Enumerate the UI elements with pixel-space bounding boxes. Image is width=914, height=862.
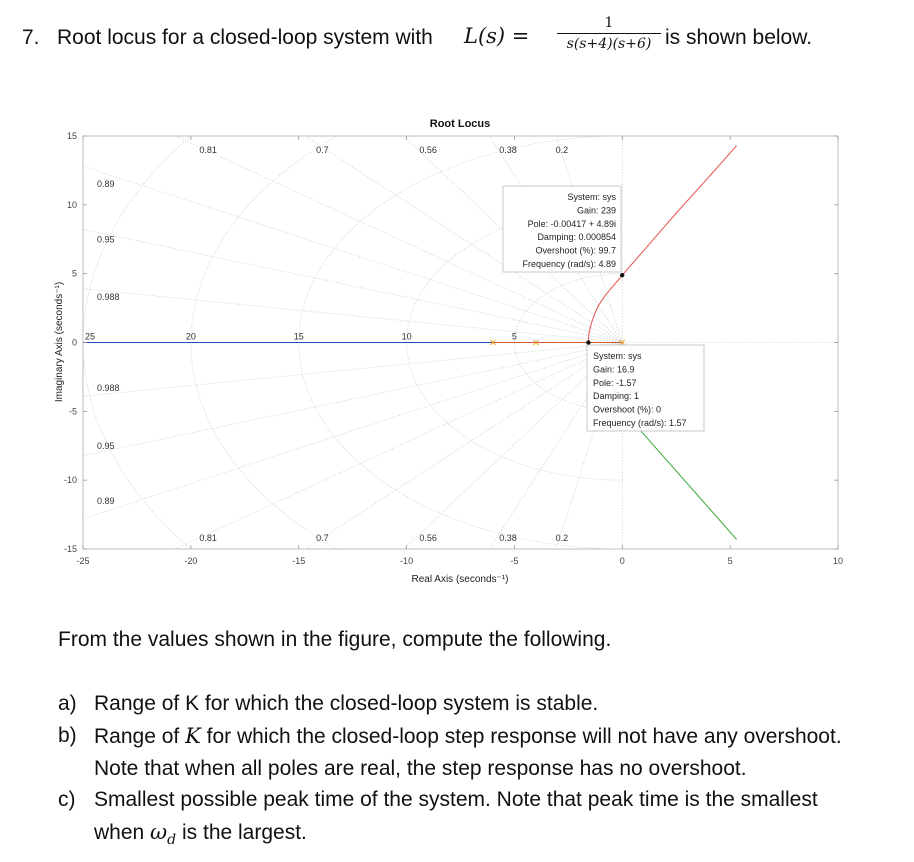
datatip-point [586,340,591,345]
pole-marker [619,339,626,346]
damping-label-top: 0.2 [556,145,569,155]
y-tick-label: 10 [67,200,77,210]
datatip-box [502,185,622,273]
damping-label-top: 0.7 [316,145,329,155]
transfer-function-fraction: 1 s(s+4)(s+6) [557,14,661,52]
damping-ray [555,342,623,549]
datatip-point [619,272,625,278]
part-b-label: b) [58,724,77,747]
axis-ticks: -25 -20 -15 -10 -5 0 5 10 15 10 5 0 -5 -10 -15 [64,131,843,566]
question-prefix: Root locus for a closed-loop system with [57,26,433,49]
grid-labels: 0.81 0.81 0.7 0.7 0.56 0.56 0.38 0.38 0.2 0.2 0.89… [85,145,568,543]
frequency-label: 5 [512,332,517,342]
part-b-text-1: Range of [94,725,180,748]
x-tick-label: -5 [510,556,518,566]
y-tick-label: -10 [64,475,77,485]
datatip-line: System: sys [567,192,616,202]
part-a-text: Range of K for which the closed-loop sys… [94,692,599,715]
damping-label-left-upper: 0.95 [97,234,115,244]
datatip-box [586,344,705,432]
x-tick-label: -25 [76,556,89,566]
datatip-tip-2: System: sys Gain: 16.9 Pole: -1.57 Damping:… [586,340,705,432]
datatip-line: Overshoot (%): 0 [593,405,661,415]
damping-label-top: 0.81 [199,145,217,155]
question-number: 7. [22,26,40,49]
damping-label-bottom: 0.38 [499,533,517,543]
x-tick-label: -20 [184,556,197,566]
omega-symbol: ωd [150,820,177,849]
y-tick-label: -5 [69,406,77,416]
damping-label-left-lower: 0.89 [97,496,115,506]
datatip-line: System: sys [593,351,642,361]
part-c-text-2: when [94,821,145,844]
damping-label-bottom: 0.56 [419,533,437,543]
datatip-tip-1: System: sys Gain: 239 Pole: -0.00417 + 4.8… [502,185,625,278]
frequency-label: 10 [402,332,412,342]
frequency-label: 15 [294,332,304,342]
damping-label-top: 0.56 [419,145,437,155]
damping-ray [174,342,623,549]
x-tick-label: -15 [292,556,305,566]
x-tick-label: -10 [400,556,413,566]
pole-marker [533,339,539,346]
chart-title: Root Locus [430,118,491,130]
part-b-text-2: for which the closed-loop step response … [206,725,842,748]
pole-markers [490,339,626,346]
y-tick-label: 0 [72,338,77,348]
frequency-label: 25 [85,332,95,342]
datatip-line: Frequency (rad/s): 4.89 [522,259,616,269]
damping-label-left-upper: 0.988 [97,292,120,302]
locus-branch-1 [587,145,738,343]
datatip-line: Overshoot (%): 99.7 [535,246,616,256]
damping-label-bottom: 0.7 [316,533,329,543]
datatip-line: Gain: 16.9 [593,364,635,374]
fraction-numerator: 1 [604,15,614,31]
y-axis-label: Imaginary Axis (seconds⁻¹) [54,282,65,402]
part-c-text-1: Smallest possible peak time of the syste… [94,788,818,811]
y-tick-label: 5 [72,269,77,279]
x-tick-label: 10 [833,556,843,566]
x-tick-label: 5 [728,556,733,566]
x-tick-label: 0 [620,556,625,566]
frequency-label: 20 [186,332,196,342]
damping-label-bottom: 0.81 [199,533,217,543]
part-a-label: a) [58,692,77,715]
part-b-k: K [185,724,201,748]
damping-label-bottom: 0.2 [556,533,569,543]
part-c-label: c) [58,788,76,811]
question-suffix: is shown below. [665,26,813,49]
x-axis-label: Real Axis (seconds⁻¹) [412,574,509,585]
datatip-line: Damping: 1 [593,391,639,401]
datatip-line: Frequency (rad/s): 1.57 [593,418,687,428]
pole-marker [490,339,496,346]
datatip-line: Pole: -1.57 [593,378,637,388]
datatip-line: Pole: -0.00417 + 4.89i [528,219,616,229]
datatip-line: Gain: 239 [577,205,616,215]
datatip-line: Damping: 0.000854 [537,232,616,242]
fraction-denominator: s(s+4)(s+6) [566,36,652,52]
frequency-arc [513,273,623,412]
damping-label-top: 0.38 [499,145,517,155]
transfer-function-lhs: L(s) = [464,24,530,48]
root-locus-figure: Root Locus -25 -20 -15 -10 -5 0 5 10 15 10 5 0 -5 -10… [54,118,843,585]
damping-label-left-lower: 0.95 [97,441,115,451]
part-b-note: Note that when all poles are real, the s… [94,757,747,780]
damping-label-left-upper: 0.89 [97,179,115,189]
instructions-text: From the values shown in the figure, com… [58,628,612,651]
damping-label-left-lower: 0.988 [97,383,120,393]
fraction-bar [557,33,661,34]
y-tick-label: -15 [64,544,77,554]
part-c-text-3: is the largest. [181,821,307,844]
datatips: System: sys Gain: 239 Pole: -0.00417 + 4.8… [502,185,705,432]
y-tick-label: 15 [67,131,77,141]
